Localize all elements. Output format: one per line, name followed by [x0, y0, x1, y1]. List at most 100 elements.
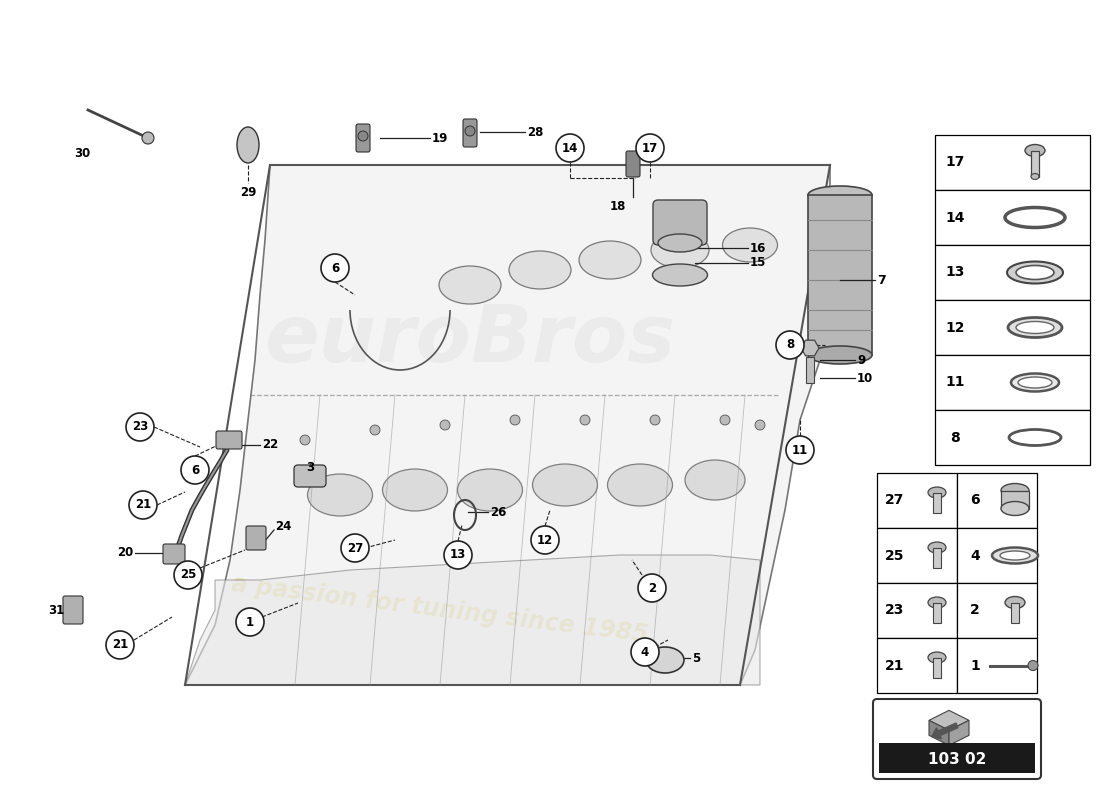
Circle shape — [631, 638, 659, 666]
Text: 18: 18 — [609, 200, 626, 213]
Text: 3: 3 — [306, 461, 315, 474]
Ellipse shape — [1001, 502, 1028, 515]
Circle shape — [129, 491, 157, 519]
Ellipse shape — [1005, 597, 1025, 609]
Text: 26: 26 — [490, 506, 506, 518]
Bar — [1031, 150, 1040, 177]
Circle shape — [580, 415, 590, 425]
Text: 20: 20 — [117, 546, 133, 559]
Circle shape — [444, 541, 472, 569]
Text: 30: 30 — [74, 147, 90, 160]
Text: 8: 8 — [950, 430, 960, 445]
Text: 1: 1 — [970, 658, 980, 673]
Bar — [957, 528, 1037, 583]
Ellipse shape — [808, 346, 872, 364]
Text: euroBros: euroBros — [264, 301, 675, 379]
Text: 7: 7 — [877, 274, 886, 286]
Ellipse shape — [928, 652, 946, 663]
Bar — [879, 742, 1035, 773]
Ellipse shape — [532, 464, 597, 506]
Bar — [933, 547, 940, 567]
Bar — [957, 473, 1037, 528]
Ellipse shape — [1025, 145, 1045, 157]
Polygon shape — [949, 720, 969, 746]
Bar — [935, 300, 1090, 355]
Text: 9: 9 — [857, 354, 866, 366]
FancyBboxPatch shape — [216, 431, 242, 449]
Text: 21: 21 — [112, 638, 128, 651]
Circle shape — [236, 608, 264, 636]
Circle shape — [174, 561, 202, 589]
Text: 27: 27 — [346, 542, 363, 554]
Text: 4: 4 — [970, 549, 980, 562]
Circle shape — [321, 254, 349, 282]
Text: 8: 8 — [785, 338, 794, 351]
Ellipse shape — [658, 234, 702, 252]
Ellipse shape — [1008, 318, 1062, 338]
Circle shape — [358, 131, 368, 141]
Text: 23: 23 — [886, 603, 904, 618]
Text: 28: 28 — [527, 126, 543, 138]
Text: 1: 1 — [246, 615, 254, 629]
Ellipse shape — [928, 542, 946, 553]
Text: 12: 12 — [945, 321, 965, 334]
Circle shape — [636, 134, 664, 162]
Text: 29: 29 — [240, 186, 256, 199]
FancyBboxPatch shape — [463, 119, 477, 147]
Text: 25: 25 — [179, 569, 196, 582]
Text: 13: 13 — [945, 266, 965, 279]
Circle shape — [440, 420, 450, 430]
Circle shape — [638, 574, 666, 602]
Bar — [935, 135, 1090, 190]
Text: 17: 17 — [642, 142, 658, 154]
Circle shape — [510, 415, 520, 425]
Ellipse shape — [236, 127, 258, 163]
Bar — [935, 355, 1090, 410]
Text: 23: 23 — [132, 421, 148, 434]
Ellipse shape — [458, 469, 522, 511]
Text: 17: 17 — [945, 155, 965, 170]
Ellipse shape — [723, 228, 778, 262]
Polygon shape — [185, 165, 830, 685]
Bar — [957, 583, 1037, 638]
Text: 16: 16 — [750, 242, 767, 254]
Bar — [1011, 602, 1019, 622]
Text: 5: 5 — [692, 651, 701, 665]
Text: 13: 13 — [450, 549, 466, 562]
Circle shape — [720, 415, 730, 425]
Ellipse shape — [579, 241, 641, 279]
Bar — [935, 245, 1090, 300]
Circle shape — [106, 631, 134, 659]
Text: 6: 6 — [331, 262, 339, 274]
Circle shape — [370, 425, 379, 435]
FancyBboxPatch shape — [246, 526, 266, 550]
Bar — [877, 528, 957, 583]
Text: 2: 2 — [970, 603, 980, 618]
Circle shape — [531, 526, 559, 554]
Text: 14: 14 — [562, 142, 579, 154]
Text: 25: 25 — [886, 549, 904, 562]
Ellipse shape — [646, 647, 684, 673]
Circle shape — [786, 436, 814, 464]
Ellipse shape — [1016, 266, 1054, 279]
Bar — [935, 190, 1090, 245]
Ellipse shape — [651, 232, 710, 268]
Circle shape — [126, 413, 154, 441]
Ellipse shape — [308, 474, 373, 516]
Circle shape — [142, 132, 154, 144]
Text: 24: 24 — [275, 521, 292, 534]
Ellipse shape — [928, 597, 946, 608]
Bar — [806, 357, 814, 383]
Circle shape — [556, 134, 584, 162]
Text: a passion for tuning since 1985: a passion for tuning since 1985 — [230, 573, 650, 647]
Ellipse shape — [439, 266, 500, 304]
Text: 19: 19 — [432, 131, 449, 145]
Ellipse shape — [1001, 483, 1028, 498]
Bar — [957, 638, 1037, 693]
Text: 103 02: 103 02 — [927, 752, 987, 767]
Circle shape — [755, 420, 764, 430]
Text: 4: 4 — [641, 646, 649, 658]
FancyBboxPatch shape — [63, 596, 82, 624]
Circle shape — [341, 534, 368, 562]
Polygon shape — [801, 340, 820, 356]
